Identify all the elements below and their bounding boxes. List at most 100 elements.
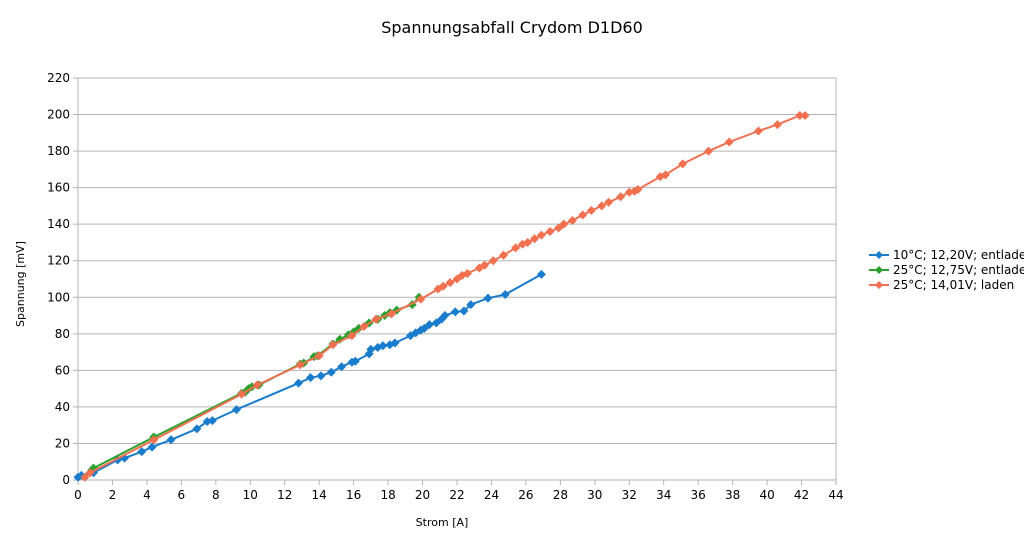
- data-point: [192, 424, 202, 434]
- x-tick-labels: 0 2 4 6 8 10 12 14 16 18 20 22 24 26 28 30 32 34 36 38 40 42 4…: [74, 488, 843, 502]
- x-tick-label: 14: [312, 488, 327, 502]
- data-point: [559, 219, 569, 229]
- y-tick-label: 120: [47, 254, 70, 268]
- series-3: [80, 110, 810, 482]
- y-tick-label: 40: [55, 400, 70, 414]
- y-tick-label: 140: [47, 217, 70, 231]
- y-tick-label: 0: [62, 473, 70, 487]
- legend-marker: [875, 281, 883, 289]
- data-point: [499, 250, 509, 260]
- x-tick-label: 30: [587, 488, 602, 502]
- data-point: [350, 356, 360, 366]
- y-tick-label: 200: [47, 108, 70, 122]
- x-tick-label: 22: [449, 488, 464, 502]
- x-axis-label: Strom [A]: [416, 516, 469, 529]
- series-group: [73, 110, 810, 482]
- data-point: [466, 300, 476, 310]
- x-tick-label: 24: [484, 488, 499, 502]
- data-point: [137, 447, 147, 457]
- data-point: [359, 322, 369, 332]
- data-point: [536, 269, 546, 279]
- data-point: [85, 468, 95, 478]
- data-point: [237, 389, 247, 399]
- x-tick-label: 38: [725, 488, 740, 502]
- data-point: [294, 378, 304, 388]
- data-point: [416, 294, 426, 304]
- x-tick-label: 20: [415, 488, 430, 502]
- x-tick-label: 28: [553, 488, 568, 502]
- data-point: [530, 234, 540, 244]
- data-point: [511, 243, 521, 253]
- data-point: [337, 362, 347, 372]
- x-tick-label: 42: [794, 488, 809, 502]
- data-point: [660, 170, 670, 180]
- data-point: [567, 216, 577, 226]
- legend-marker: [875, 266, 883, 274]
- data-point: [366, 344, 376, 354]
- x-tick-label: 4: [143, 488, 151, 502]
- data-point: [704, 146, 714, 156]
- x-tick-label: 6: [178, 488, 186, 502]
- data-point: [459, 306, 469, 316]
- y-tick-labels: 0 20 40 60 80 100 120 140 160 180 200 220: [47, 71, 70, 487]
- data-point: [462, 269, 472, 279]
- series-1: [73, 269, 546, 482]
- data-point: [545, 226, 555, 236]
- data-point: [795, 110, 805, 120]
- x-tick-label: 36: [691, 488, 706, 502]
- data-point: [800, 110, 810, 120]
- data-point: [387, 309, 397, 319]
- y-tick-label: 220: [47, 71, 70, 85]
- data-point: [378, 341, 388, 351]
- data-point: [480, 260, 490, 270]
- y-tick-label: 80: [55, 327, 70, 341]
- data-point: [678, 159, 688, 169]
- data-point: [149, 435, 159, 445]
- data-point: [295, 360, 305, 370]
- x-tick-label: 40: [759, 488, 774, 502]
- x-tick-label: 32: [622, 488, 637, 502]
- series-line: [84, 114, 805, 479]
- y-axis-label: Spannung [mV]: [14, 241, 27, 327]
- data-point: [450, 307, 460, 317]
- data-point: [578, 210, 588, 220]
- legend-item: 25°C; 12,75V; entladen: [869, 263, 1024, 277]
- data-point: [347, 331, 357, 341]
- legend-label: 25°C; 12,75V; entladen: [893, 263, 1024, 277]
- legend-label: 10°C; 12,20V; entladen: [893, 248, 1024, 262]
- data-point: [390, 338, 400, 348]
- y-tick-label: 160: [47, 181, 70, 195]
- y-tick-label: 180: [47, 144, 70, 158]
- data-point: [80, 472, 90, 482]
- chart-title: Spannungsabfall Crydom D1D60: [381, 18, 643, 37]
- data-point: [207, 416, 217, 426]
- x-tick-label: 18: [380, 488, 395, 502]
- x-tick-label: 16: [346, 488, 361, 502]
- x-tick-label: 34: [656, 488, 671, 502]
- legend-label: 25°C; 14,01V; laden: [893, 278, 1014, 292]
- x-tick-label: 2: [109, 488, 117, 502]
- data-point: [753, 126, 763, 136]
- legend-marker: [875, 251, 883, 259]
- x-tick-label: 12: [277, 488, 292, 502]
- legend-item: 25°C; 14,01V; laden: [869, 278, 1014, 292]
- data-point: [536, 230, 546, 240]
- data-point: [633, 184, 643, 194]
- data-point: [483, 293, 493, 303]
- data-point: [328, 340, 338, 350]
- data-point: [500, 290, 510, 300]
- x-tick-label: 44: [828, 488, 843, 502]
- x-tick-label: 0: [74, 488, 82, 502]
- data-point: [231, 405, 241, 415]
- y-tick-label: 20: [55, 436, 70, 450]
- data-point: [488, 256, 498, 266]
- data-point: [604, 197, 614, 207]
- data-point: [252, 380, 262, 390]
- legend-item: 10°C; 12,20V; entladen: [869, 248, 1024, 262]
- data-point: [438, 281, 448, 291]
- axes: [73, 77, 837, 485]
- data-point: [326, 367, 336, 377]
- data-point: [166, 435, 176, 445]
